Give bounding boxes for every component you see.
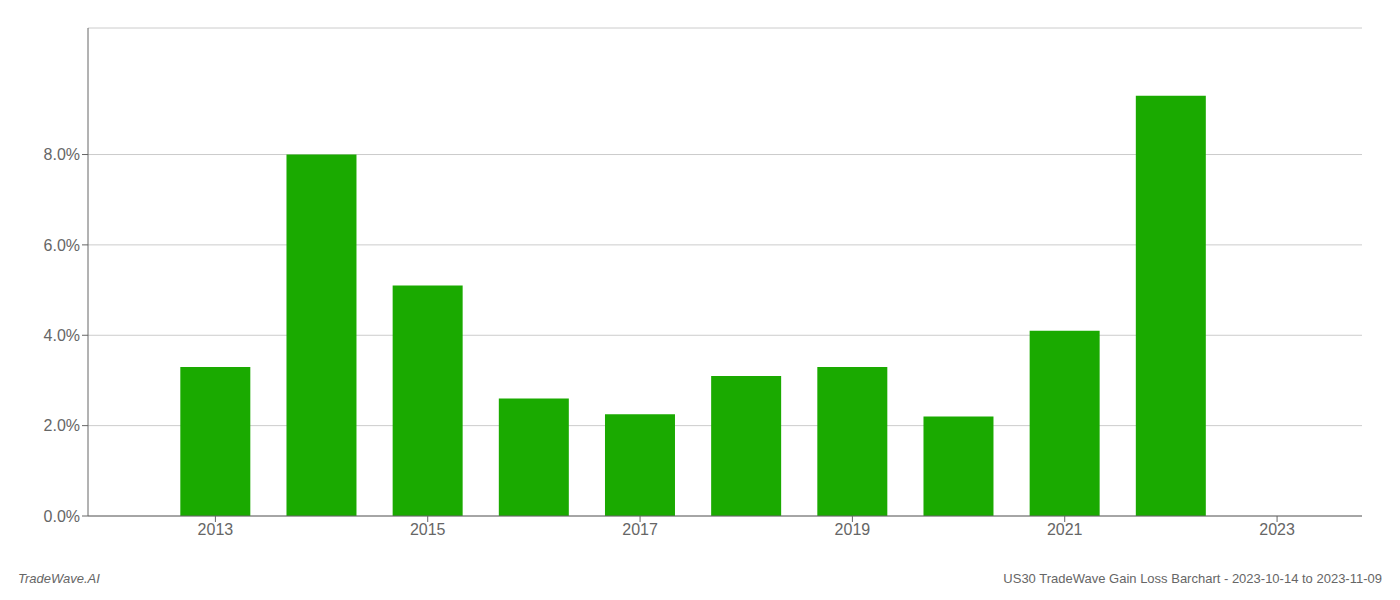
html-text:TradeWave.AI: TradeWave.AI [18, 571, 100, 586]
svg-text:0.0%: 0.0% [44, 508, 80, 525]
svg-text:2023: 2023 [1259, 521, 1295, 538]
html-text:US30 TradeWave Gain Loss Barch: US30 TradeWave Gain Loss Barchart - 2023… [1003, 571, 1382, 586]
svg-text:2017: 2017 [622, 521, 658, 538]
svg-text:2013: 2013 [198, 521, 234, 538]
svg-text:6.0%: 6.0% [44, 237, 80, 254]
svg-text:2015: 2015 [410, 521, 446, 538]
svg-text:2.0%: 2.0% [44, 417, 80, 434]
svg-text:2019: 2019 [835, 521, 871, 538]
svg-text:2021: 2021 [1047, 521, 1083, 538]
svg-text:8.0%: 8.0% [44, 146, 80, 163]
svg-text:4.0%: 4.0% [44, 327, 80, 344]
